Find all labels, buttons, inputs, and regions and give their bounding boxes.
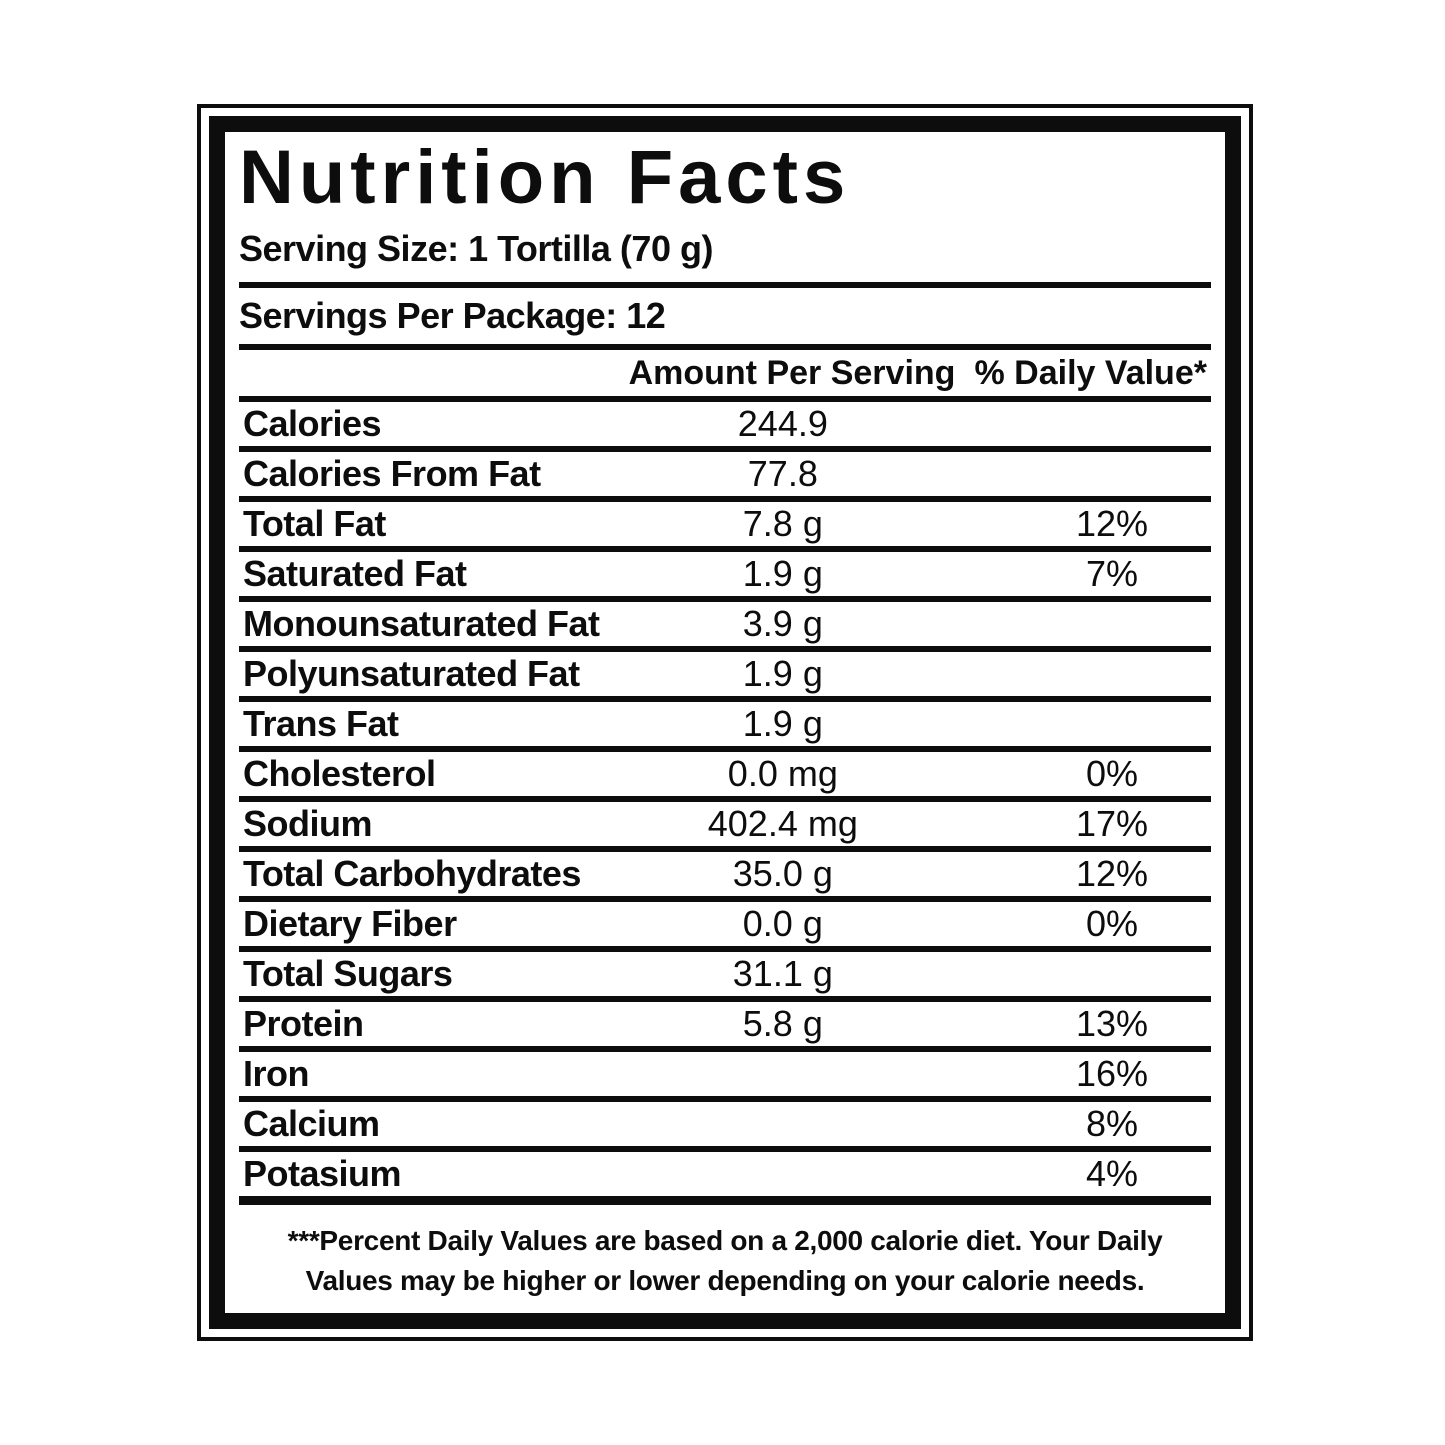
nutrient-name: Iron [243,1053,309,1094]
table-row: Calories From Fat 77.8 [239,452,1211,496]
divider [239,1196,1211,1205]
nutrient-daily-value: 13% [1075,1003,1149,1044]
nutrient-amount: 5.8 g [742,1003,823,1044]
nutrient-amount: 3.9 g [742,603,823,644]
nutrient-amount: 402.4 mg [707,803,858,844]
divider [239,746,1211,752]
nutrient-name: Cholesterol [243,753,436,794]
table-row: Calories 244.9 [239,402,1211,446]
nutrient-amount: 1.9 g [742,703,823,744]
table-row: Saturated Fat 1.9 g 7% [239,552,1211,596]
nutrient-amount: 31.1 g [732,953,833,994]
divider [239,282,1211,288]
nutrient-name: Total Fat [243,503,386,544]
nutrient-amount: 35.0 g [732,853,833,894]
nutrient-name: Dietary Fiber [243,903,457,944]
amount-per-serving-header: Amount Per Serving [628,353,956,392]
table-row: Protein 5.8 g 13% [239,1002,1211,1046]
table-row: Sodium 402.4 mg 17% [239,802,1211,846]
nutrient-daily-value: 17% [1075,803,1149,844]
nutrient-daily-value: 16% [1075,1053,1149,1094]
servings-per-package-row: Servings Per Package: 12 [239,288,1211,344]
table-row: Iron 16% [239,1052,1211,1096]
divider [239,596,1211,602]
nutrient-daily-value: 12% [1075,853,1149,894]
nutrient-daily-value: 8% [1086,1103,1139,1144]
divider [239,546,1211,552]
divider [239,1146,1211,1152]
nutrient-name: Sodium [243,803,372,844]
nutrient-amount: 7.8 g [742,503,823,544]
nutrient-name: Total Carbohydrates [243,853,581,894]
daily-value-header: % Daily Value* [974,353,1207,392]
nutrient-name: Calories [243,403,382,444]
nutrient-daily-value: 12% [1075,503,1149,544]
label-inner-border: Nutrition Facts Serving Size: 1 Tortilla… [209,116,1241,1329]
table-row: Potasium 4% [239,1152,1211,1196]
nutrient-amount: 77.8 [747,453,818,494]
divider [239,796,1211,802]
nutrient-amount: 0.0 mg [727,753,838,794]
nutrient-amount: 244.9 [737,403,828,444]
footnote: ***Percent Daily Values are based on a 2… [239,1221,1211,1301]
serving-size-row: Serving Size: 1 Tortilla (70 g) [239,216,1211,282]
nutrient-name: Calories From Fat [243,453,541,494]
divider [239,344,1211,350]
nutrient-name: Protein [243,1003,364,1044]
servings-per-package-text: Servings Per Package: 12 [239,295,666,336]
divider [239,696,1211,702]
divider [239,996,1211,1002]
nutrient-daily-value: 0% [1086,903,1139,944]
table-row: Total Carbohydrates 35.0 g 12% [239,852,1211,896]
divider [239,896,1211,902]
divider [239,496,1211,502]
footnote-line-2: Values may be higher or lower depending … [305,1265,1145,1296]
table-header-row: Amount Per Serving % Daily Value* [239,350,1211,396]
footnote-line-1: ***Percent Daily Values are based on a 2… [287,1225,1163,1256]
table-row: Total Sugars 31.1 g [239,952,1211,996]
divider [239,1046,1211,1052]
table-row: Trans Fat 1.9 g [239,702,1211,746]
nutrient-daily-value: 7% [1086,553,1139,594]
nutrient-name: Calcium [243,1103,380,1144]
label-title: Nutrition Facts [239,135,851,220]
divider [239,446,1211,452]
table-row: Cholesterol 0.0 mg 0% [239,752,1211,796]
nutrient-rows: Calories 244.9 Calories From Fat 77.8 To… [239,402,1211,1205]
serving-size-text: Serving Size: 1 Tortilla (70 g) [239,228,713,269]
nutrient-amount: 0.0 g [742,903,823,944]
divider [239,1096,1211,1102]
table-row: Monounsaturated Fat 3.9 g [239,602,1211,646]
table-row: Total Fat 7.8 g 12% [239,502,1211,546]
divider [239,646,1211,652]
nutrient-name: Total Sugars [243,953,453,994]
nutrient-name: Trans Fat [243,703,399,744]
nutrient-name: Potasium [243,1153,402,1194]
nutrient-amount: 1.9 g [742,653,823,694]
divider [239,946,1211,952]
nutrient-daily-value: 4% [1086,1153,1139,1194]
nutrient-daily-value: 0% [1086,753,1139,794]
table-row: Polyunsaturated Fat 1.9 g [239,652,1211,696]
divider [239,396,1211,402]
nutrient-name: Saturated Fat [243,553,467,594]
nutrient-name: Monounsaturated Fat [243,603,600,644]
table-row: Dietary Fiber 0.0 g 0% [239,902,1211,946]
nutrient-amount: 1.9 g [742,553,823,594]
divider [239,846,1211,852]
table-row: Calcium 8% [239,1102,1211,1146]
nutrient-name: Polyunsaturated Fat [243,653,580,694]
nutrition-facts-label: Nutrition Facts Serving Size: 1 Tortilla… [197,104,1253,1341]
